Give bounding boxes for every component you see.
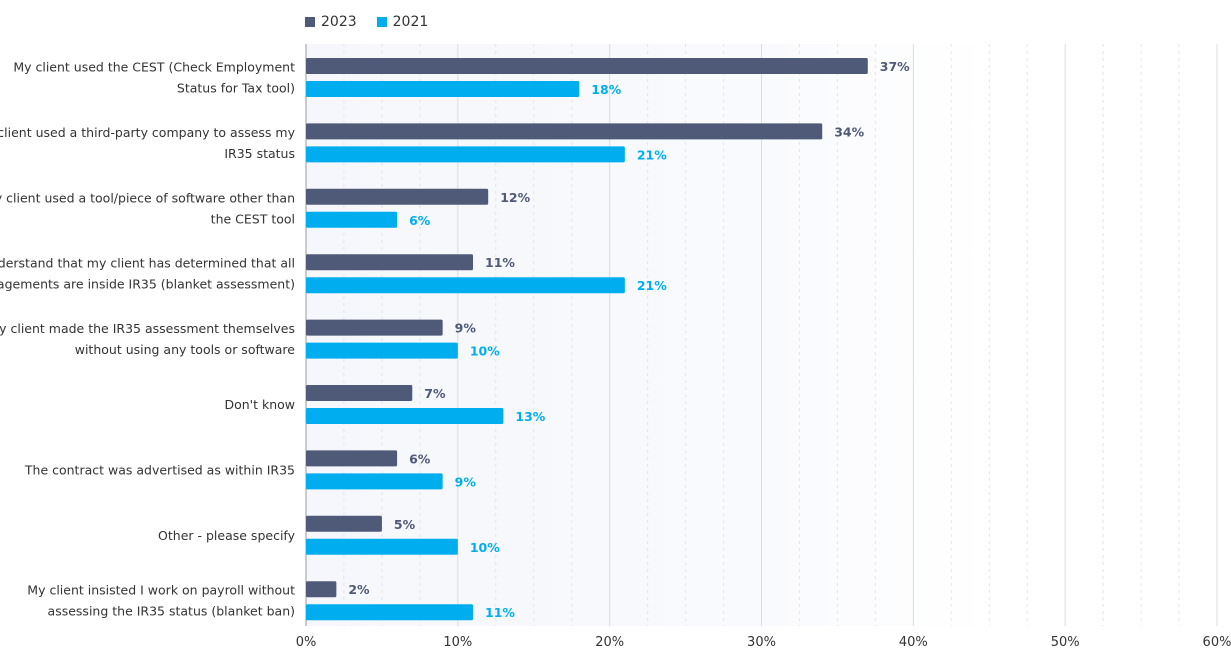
bar-2021: [306, 604, 474, 621]
data-label-2023: 6%: [409, 451, 431, 466]
x-tick-label: 50%: [1051, 635, 1080, 650]
legend-item-2023[interactable]: 2023: [305, 14, 357, 30]
data-label-2021: 21%: [637, 147, 667, 162]
x-tick-label: 20%: [595, 635, 624, 650]
x-tick-label: 30%: [747, 635, 776, 650]
category-label: engagements are inside IR35 (blanket ass…: [0, 277, 295, 292]
x-tick-label: 60%: [1203, 635, 1231, 650]
category-label: I understand that my client has determin…: [0, 256, 295, 271]
legend-item-2021[interactable]: 2021: [376, 14, 429, 30]
category-label: Other - please specify: [158, 528, 296, 543]
legend-label-2021: 2021: [392, 14, 429, 30]
bar-2021: [306, 211, 398, 228]
data-label-2021: 11%: [485, 605, 515, 620]
bar-2021: [306, 342, 458, 359]
data-label-2021: 21%: [637, 278, 667, 293]
bar-2023: [306, 581, 337, 598]
x-tick-label: 40%: [899, 635, 928, 650]
bar-2021: [306, 277, 625, 294]
data-label-2023: 5%: [394, 517, 416, 532]
bar-2023: [306, 188, 489, 205]
bar-2023: [306, 385, 413, 401]
bar-2023: [306, 123, 823, 140]
legend: 2023 2021: [305, 14, 428, 30]
bar-2021: [306, 408, 504, 424]
data-label-2023: 9%: [455, 321, 477, 336]
data-label-2021: 18%: [591, 82, 621, 97]
bar-2021: [306, 538, 458, 555]
category-label: The contract was advertised as within IR…: [24, 462, 295, 477]
data-label-2023: 7%: [424, 386, 446, 401]
data-label-2021: 10%: [470, 344, 500, 359]
bar-2023: [306, 319, 443, 336]
data-label-2021: 9%: [455, 474, 477, 489]
category-label: My client used a third-party company to …: [0, 125, 296, 140]
data-label-2021: 13%: [515, 409, 545, 424]
bar-2023: [306, 515, 382, 532]
legend-swatch-2023: [305, 17, 315, 27]
data-label-2023: 11%: [485, 255, 515, 270]
data-label-2021: 6%: [409, 213, 431, 228]
category-label: IR35 status: [224, 146, 295, 161]
category-label: My client made the IR35 assessment thems…: [0, 321, 295, 336]
category-label: Don't know: [224, 397, 295, 412]
data-label-2023: 37%: [880, 59, 910, 74]
category-label: the CEST tool: [211, 211, 295, 226]
category-label: My client used a tool/piece of software …: [0, 190, 295, 205]
category-label: My client used the CEST (Check Employmen…: [13, 60, 295, 75]
legend-label-2023: 2023: [321, 14, 357, 30]
category-label: assessing the IR35 status (blanket ban): [48, 604, 295, 619]
data-label-2023: 12%: [500, 190, 530, 205]
data-label-2023: 2%: [348, 582, 370, 597]
x-tick-label: 10%: [443, 635, 472, 650]
bar-2023: [306, 58, 868, 74]
x-tick-label: 0%: [296, 635, 317, 650]
category-label: My client insisted I work on payroll wit…: [27, 583, 295, 598]
bar-2021: [306, 81, 580, 97]
bar-2021: [306, 473, 443, 490]
data-label-2023: 34%: [834, 124, 864, 139]
bar-2023: [306, 254, 474, 271]
category-label: without using any tools or software: [75, 342, 296, 357]
category-label: Status for Tax tool): [177, 81, 295, 96]
data-label-2021: 10%: [470, 540, 500, 555]
legend-swatch-2021: [376, 17, 387, 27]
bar-2021: [306, 146, 625, 163]
bar-2023: [306, 450, 398, 467]
